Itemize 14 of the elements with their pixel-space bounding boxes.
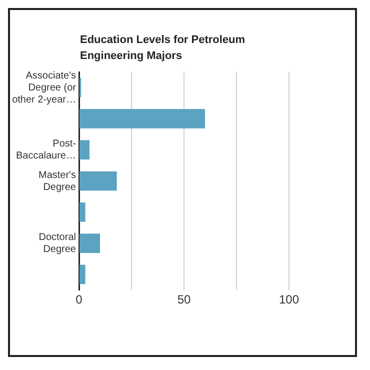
x-tick-label: 50: [177, 292, 191, 307]
bar: [80, 202, 86, 222]
x-tick-label: 0: [76, 292, 83, 307]
y-tick-label: Post-Baccalaure…: [16, 138, 76, 162]
y-tick-label: Associate's Degree (or other 2-year…: [12, 70, 77, 106]
y-tick-label: Doctoral Degree: [38, 232, 76, 256]
bar: [80, 264, 86, 284]
bar: [80, 234, 100, 253]
chart-title: Education Levels for Petroleum Engineering Majors: [80, 33, 246, 64]
y-tick-label: Master's Degree: [38, 170, 76, 193]
x-tick-label: 100: [278, 292, 300, 307]
bar: [80, 140, 90, 160]
bar: [80, 109, 205, 128]
bar: [80, 171, 117, 191]
